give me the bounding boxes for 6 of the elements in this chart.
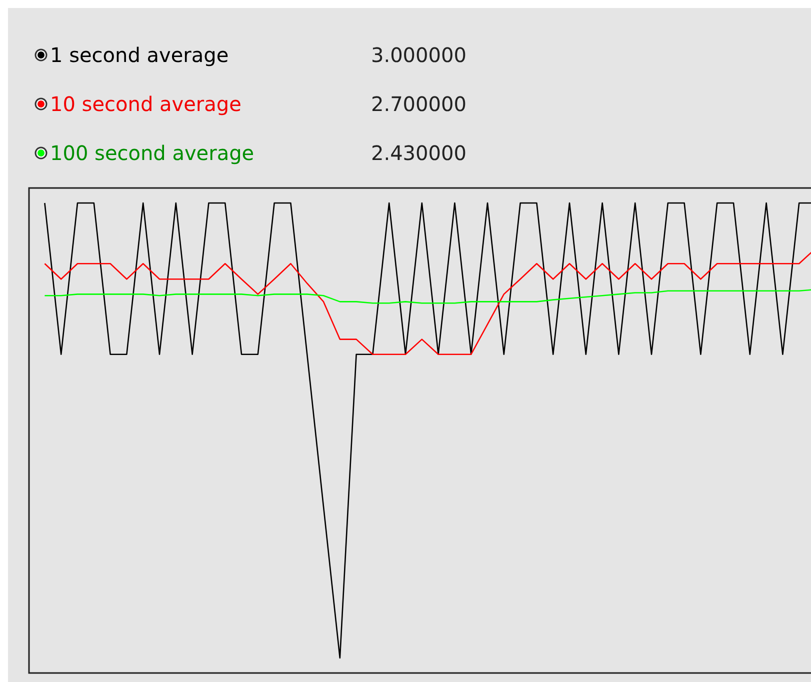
legend-label: 1 second average <box>50 43 229 67</box>
text: 3.000000 <box>371 43 466 67</box>
text: 2.430000 <box>371 141 466 165</box>
legend-label: 10 second average <box>50 92 242 116</box>
text: 2.700000 <box>371 92 466 116</box>
legend-label: 100 second average <box>50 141 254 165</box>
